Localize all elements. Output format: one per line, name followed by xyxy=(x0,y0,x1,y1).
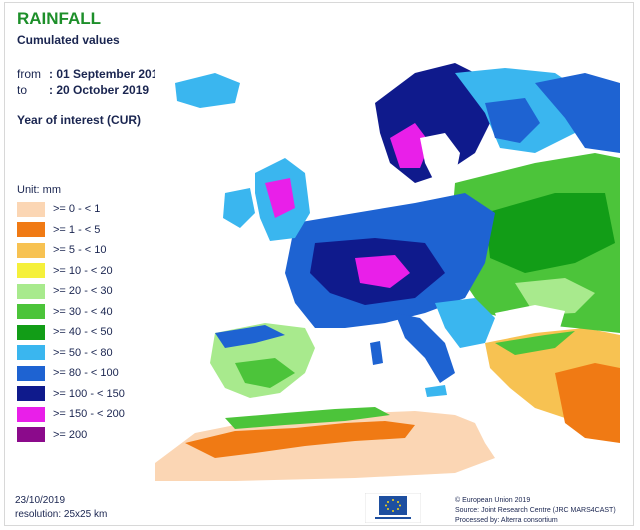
russia-dark-green xyxy=(485,193,615,273)
from-date: : 01 September 2019 xyxy=(49,67,166,81)
legend-item: >= 1 - < 5 xyxy=(17,220,125,241)
legend-swatch xyxy=(17,283,45,299)
balkans-region xyxy=(435,298,495,348)
legend-item: >= 200 xyxy=(17,425,125,446)
norway-magenta xyxy=(390,123,430,168)
legend-label: >= 1 - < 5 xyxy=(53,223,101,236)
rainfall-map xyxy=(155,43,625,483)
iberia-south-green xyxy=(235,358,295,388)
legend-swatch xyxy=(17,365,45,381)
legend-item: >= 150 - < 200 xyxy=(17,404,125,425)
britain-magenta xyxy=(265,178,295,218)
legend-swatch xyxy=(17,406,45,422)
legend-label: >= 0 - < 1 xyxy=(53,203,101,216)
turkey-coast-green xyxy=(495,331,575,355)
legend-item: >= 100 - < 150 xyxy=(17,384,125,405)
legend-item: >= 5 - < 10 xyxy=(17,240,125,261)
atlas-green-band xyxy=(225,407,390,429)
legend-swatch xyxy=(17,263,45,279)
legend-item: >= 0 - < 1 xyxy=(17,199,125,220)
legend-label: >= 20 - < 30 xyxy=(53,285,113,298)
legend-label: >= 10 - < 20 xyxy=(53,264,113,277)
legend-item: >= 40 - < 50 xyxy=(17,322,125,343)
year-of-interest: Year of interest (CUR) xyxy=(17,113,142,127)
credit-source: Source: Joint Research Centre (JRC MARS4… xyxy=(455,507,616,514)
ireland xyxy=(223,188,255,228)
legend-label: >= 200 xyxy=(53,428,88,441)
legend-label: >= 80 - < 100 xyxy=(53,367,119,380)
legend-item: >= 30 - < 40 xyxy=(17,302,125,323)
iberia-north-blue xyxy=(215,325,285,348)
credit-copyright: © European Union 2019 xyxy=(455,497,531,504)
legend-swatch xyxy=(17,345,45,361)
legend: >= 0 - < 1 >= 1 - < 5 >= 5 - < 10 >= 10 - <… xyxy=(17,199,125,445)
legend-swatch xyxy=(17,386,45,402)
legend-item: >= 50 - < 80 xyxy=(17,343,125,364)
legend-label: >= 5 - < 10 xyxy=(53,244,107,257)
legend-swatch xyxy=(17,427,45,443)
north-africa-orange-band xyxy=(185,421,415,458)
legend-swatch xyxy=(17,201,45,217)
legend-label: >= 100 - < 150 xyxy=(53,387,125,400)
from-label: from xyxy=(17,67,41,81)
legend-item: >= 80 - < 100 xyxy=(17,363,125,384)
credit-processed: Processed by: Alterra consortium xyxy=(455,517,558,524)
corsica-sardinia xyxy=(370,341,383,365)
finland-blue xyxy=(485,98,540,143)
to-label: to xyxy=(17,83,28,97)
iceland xyxy=(175,73,240,108)
map-subtitle: Cumulated values xyxy=(17,33,120,47)
italy-region xyxy=(395,313,455,383)
legend-item: >= 20 - < 30 xyxy=(17,281,125,302)
legend-swatch xyxy=(17,324,45,340)
map-date: 23/10/2019 xyxy=(15,495,66,506)
map-frame: RAINFALL Cumulated values from : 01 Septe… xyxy=(4,2,634,526)
legend-swatch xyxy=(17,222,45,238)
legend-item: >= 10 - < 20 xyxy=(17,261,125,282)
to-date: : 20 October 2019 xyxy=(49,83,150,97)
alps-magenta xyxy=(355,255,410,288)
map-title: RAINFALL xyxy=(17,9,102,28)
legend-label: >= 150 - < 200 xyxy=(53,408,125,421)
legend-label: >= 30 - < 40 xyxy=(53,305,113,318)
legend-swatch xyxy=(17,242,45,258)
black-sea xyxy=(495,305,565,333)
baltic-sea xyxy=(420,133,460,183)
period-from: from : 01 September 2019 xyxy=(17,67,165,81)
map-resolution: resolution: 25x25 km xyxy=(15,509,108,520)
north-russia-blue xyxy=(535,73,620,153)
eu-flag-icon xyxy=(365,493,421,523)
legend-unit: Unit: mm xyxy=(17,184,61,196)
period-to: to : 20 October 2019 xyxy=(17,83,149,97)
legend-label: >= 50 - < 80 xyxy=(53,346,113,359)
sicily xyxy=(425,385,447,397)
legend-label: >= 40 - < 50 xyxy=(53,326,113,339)
middle-east-orange xyxy=(555,363,620,443)
legend-swatch xyxy=(17,304,45,320)
